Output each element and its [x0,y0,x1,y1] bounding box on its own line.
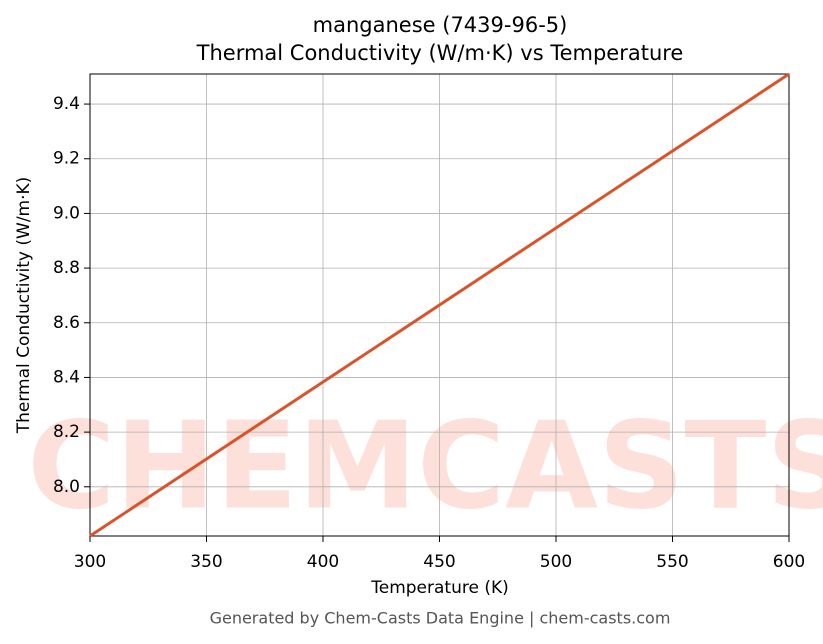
x-tick-label: 350 [190,552,222,572]
x-axis-label: Temperature (K) [370,578,509,598]
y-tick-label: 9.2 [53,149,80,169]
footer: Generated by Chem-Casts Data Engine | ch… [210,609,671,628]
y-tick-label: 8.4 [53,367,80,387]
x-tick-label: 550 [656,552,688,572]
y-tick-label: 8.6 [53,313,80,333]
x-tick-label: 600 [773,552,805,572]
chart-title: manganese (7439-96-5) [313,13,568,37]
chart-subtitle: Thermal Conductivity (W/m·K) vs Temperat… [196,41,684,65]
y-tick-label: 8.8 [53,258,80,278]
x-tick-label: 450 [423,552,455,572]
y-tick-label: 9.0 [53,203,80,223]
x-tick-label: 300 [74,552,106,572]
x-tick-label: 400 [307,552,339,572]
y-tick-label: 9.4 [53,94,80,114]
watermark: CHEMCASTS [27,398,823,537]
y-tick-label: 8.2 [53,422,80,442]
x-tick-label: 500 [540,552,572,572]
plot-frame [89,73,790,537]
data-line [89,72,790,538]
y-tick-label: 8.0 [53,477,80,497]
y-axis-label: Thermal Conductivity (W/m·K) [14,177,34,435]
